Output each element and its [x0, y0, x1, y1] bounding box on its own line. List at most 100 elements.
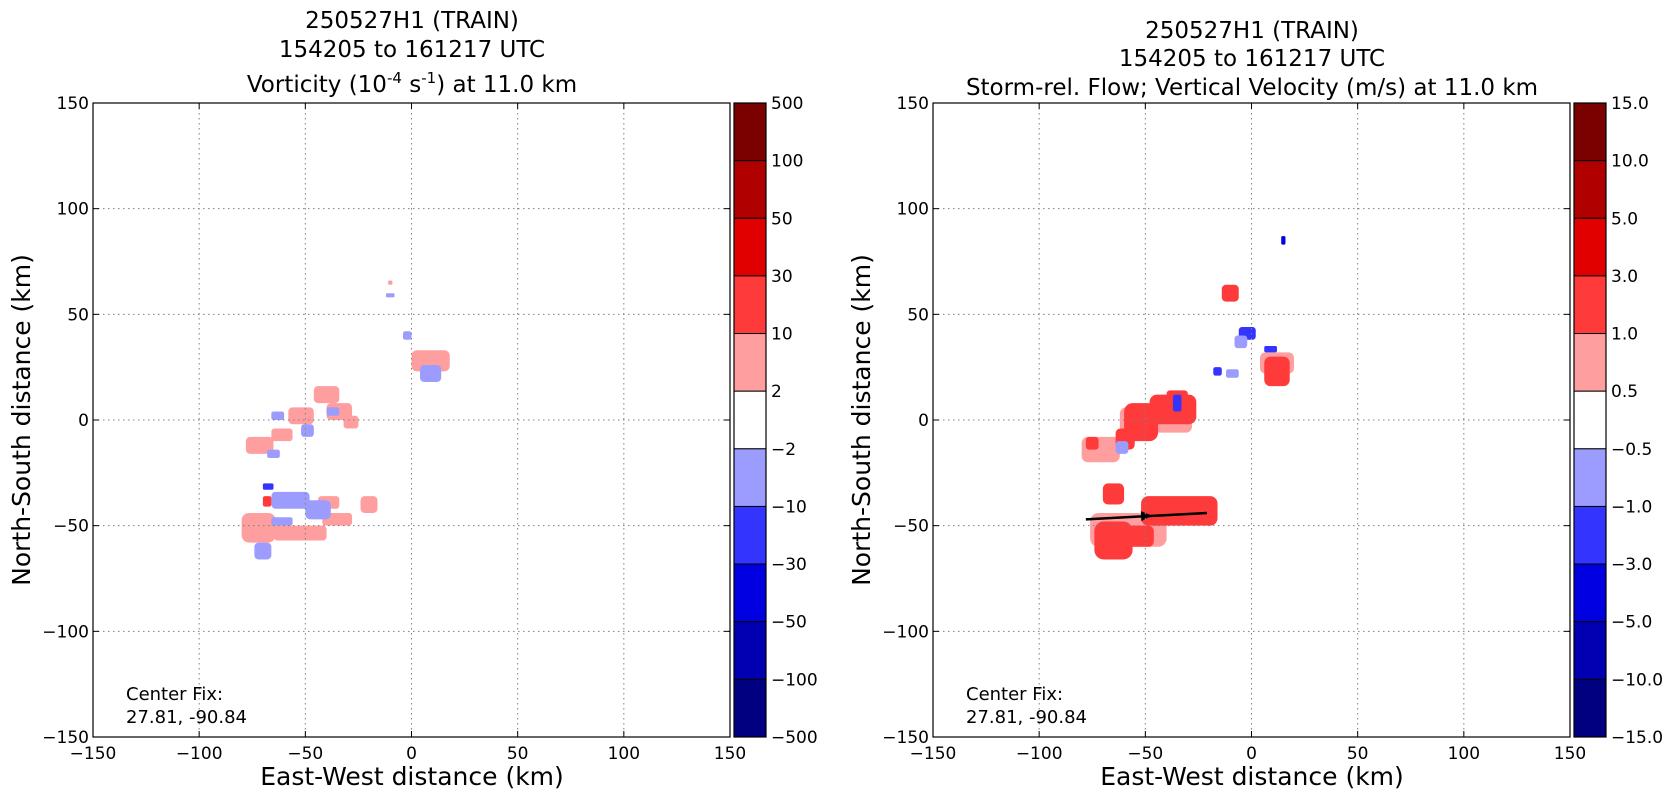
x-tick-label: 0	[406, 744, 417, 764]
data-region	[386, 293, 395, 298]
colorbar-tick-label: −30	[771, 555, 807, 575]
colorbar: 500 100 50 30 10 2 −2 −10 −30 −50 −100 −500	[733, 94, 818, 748]
colorbar-band	[733, 102, 767, 162]
colorbar-tick-label: −500	[771, 728, 818, 748]
colorbar-band	[733, 505, 767, 565]
colorbar-band	[733, 217, 767, 277]
data-region	[262, 483, 274, 490]
data-region	[388, 280, 393, 285]
colorbar-tick-label: −5.0	[1611, 613, 1652, 633]
flow-arrowhead	[1140, 511, 1153, 522]
chart-title-line: Vorticity (10-4 s-1) at 11.0 km	[247, 69, 577, 98]
colorbar-band	[1573, 621, 1607, 680]
y-tick-label: 150	[897, 94, 929, 114]
x-tick-label: −100	[1016, 744, 1063, 764]
data-region	[271, 491, 310, 509]
colorbar-band	[733, 275, 767, 335]
data-region	[1226, 369, 1239, 378]
colorbar-band	[1573, 390, 1607, 450]
data-region	[419, 365, 442, 382]
colorbar-tick-label: 15.0	[1611, 94, 1649, 114]
title-superscript: -4	[387, 69, 402, 87]
data-region	[1281, 236, 1286, 245]
colorbar-tick-label: −3.0	[1611, 555, 1652, 575]
colorbar-band	[1573, 563, 1607, 623]
colorbar-tick-label: −100	[771, 670, 818, 690]
data-region	[343, 415, 359, 429]
chart-title-line: 250527H1 (TRAIN)	[1145, 18, 1359, 44]
colorbar-band	[733, 448, 767, 507]
colorbar-tick-label: −15.0	[1611, 728, 1663, 748]
chart-title-line: Storm-rel. Flow; Vertical Velocity (m/s)…	[966, 75, 1538, 101]
data-region	[267, 449, 280, 459]
colorbar-band	[733, 563, 767, 623]
x-tick-label: −150	[910, 744, 957, 764]
colorbar-frame	[733, 102, 767, 738]
colorbar-tick-label: −2	[771, 440, 796, 460]
colorbar-tick-label: −10.0	[1611, 670, 1663, 690]
data-region	[1234, 335, 1248, 349]
data-region	[313, 386, 340, 404]
x-tick-label: 50	[507, 744, 529, 764]
axes-frame	[932, 102, 1571, 738]
colorbar-tick-label: 500	[771, 94, 803, 114]
data-region	[271, 517, 293, 526]
data-region	[1102, 483, 1125, 505]
data-region	[271, 428, 293, 442]
data-region	[1213, 367, 1222, 376]
x-axis-label: East-West distance (km)	[1100, 762, 1404, 791]
x-tick-label: −50	[1127, 744, 1163, 764]
y-tick-label: −50	[893, 517, 929, 537]
colorbar-band	[1573, 678, 1607, 738]
x-tick-label: 150	[1554, 744, 1586, 764]
y-tick-label: 150	[57, 94, 89, 114]
data-region	[245, 436, 274, 454]
center-fix-label: Center Fix:	[966, 684, 1063, 705]
y-tick-label: −100	[882, 622, 929, 642]
colorbar-tick-label: −10	[771, 497, 807, 517]
data-region	[403, 331, 412, 340]
x-tick-label: 100	[608, 744, 640, 764]
colorbar-tick-label: 10	[771, 325, 793, 345]
title-superscript: -1	[421, 69, 436, 87]
colorbar-tick-label: 3.0	[1611, 267, 1638, 287]
colorbar-frame	[1573, 102, 1607, 738]
chart-title-line: 250527H1 (TRAIN)	[305, 8, 519, 34]
colorbar-tick-label: 10.0	[1611, 152, 1649, 172]
chart-title-line: 154205 to 161217 UTC	[279, 37, 545, 63]
y-tick-label: 50	[67, 305, 89, 325]
y-tick-label: −50	[53, 517, 89, 537]
colorbar-band	[733, 160, 767, 219]
data-region	[360, 496, 378, 513]
x-tick-label: 100	[1448, 744, 1480, 764]
data-region	[1141, 496, 1218, 526]
center-fix-coordinates: 27.81, -90.84	[126, 707, 247, 728]
colorbar-tick-label: 5.0	[1611, 209, 1638, 229]
data-region	[262, 496, 272, 507]
colorbar-band	[733, 621, 767, 680]
y-tick-label: 100	[897, 200, 929, 220]
colorbar-band	[1573, 102, 1607, 162]
data-region	[271, 411, 285, 420]
colorbar-tick-label: −0.5	[1611, 440, 1652, 460]
data-region	[1172, 394, 1182, 412]
title-text-part: s	[402, 72, 421, 98]
title-text-part: ) at 11.0 km	[436, 72, 577, 98]
colorbar-tick-label: −50	[771, 613, 807, 633]
colorbar-tick-label: 50	[771, 209, 793, 229]
data-region	[305, 500, 331, 520]
chart-title-line: 154205 to 161217 UTC	[1119, 46, 1385, 72]
data-region	[1124, 525, 1154, 547]
y-axis-label: North-South distance (km)	[847, 254, 876, 586]
data-region	[1094, 521, 1133, 560]
x-tick-label: −150	[70, 744, 117, 764]
data-region	[254, 542, 272, 560]
colorbar-tick-label: 30	[771, 267, 793, 287]
y-tick-label: −150	[882, 728, 929, 748]
y-tick-label: −150	[42, 728, 89, 748]
colorbar-tick-label: 100	[771, 152, 803, 172]
colorbar-band	[1573, 505, 1607, 565]
colorbar-band	[1573, 333, 1607, 392]
colorbar-band	[733, 678, 767, 738]
